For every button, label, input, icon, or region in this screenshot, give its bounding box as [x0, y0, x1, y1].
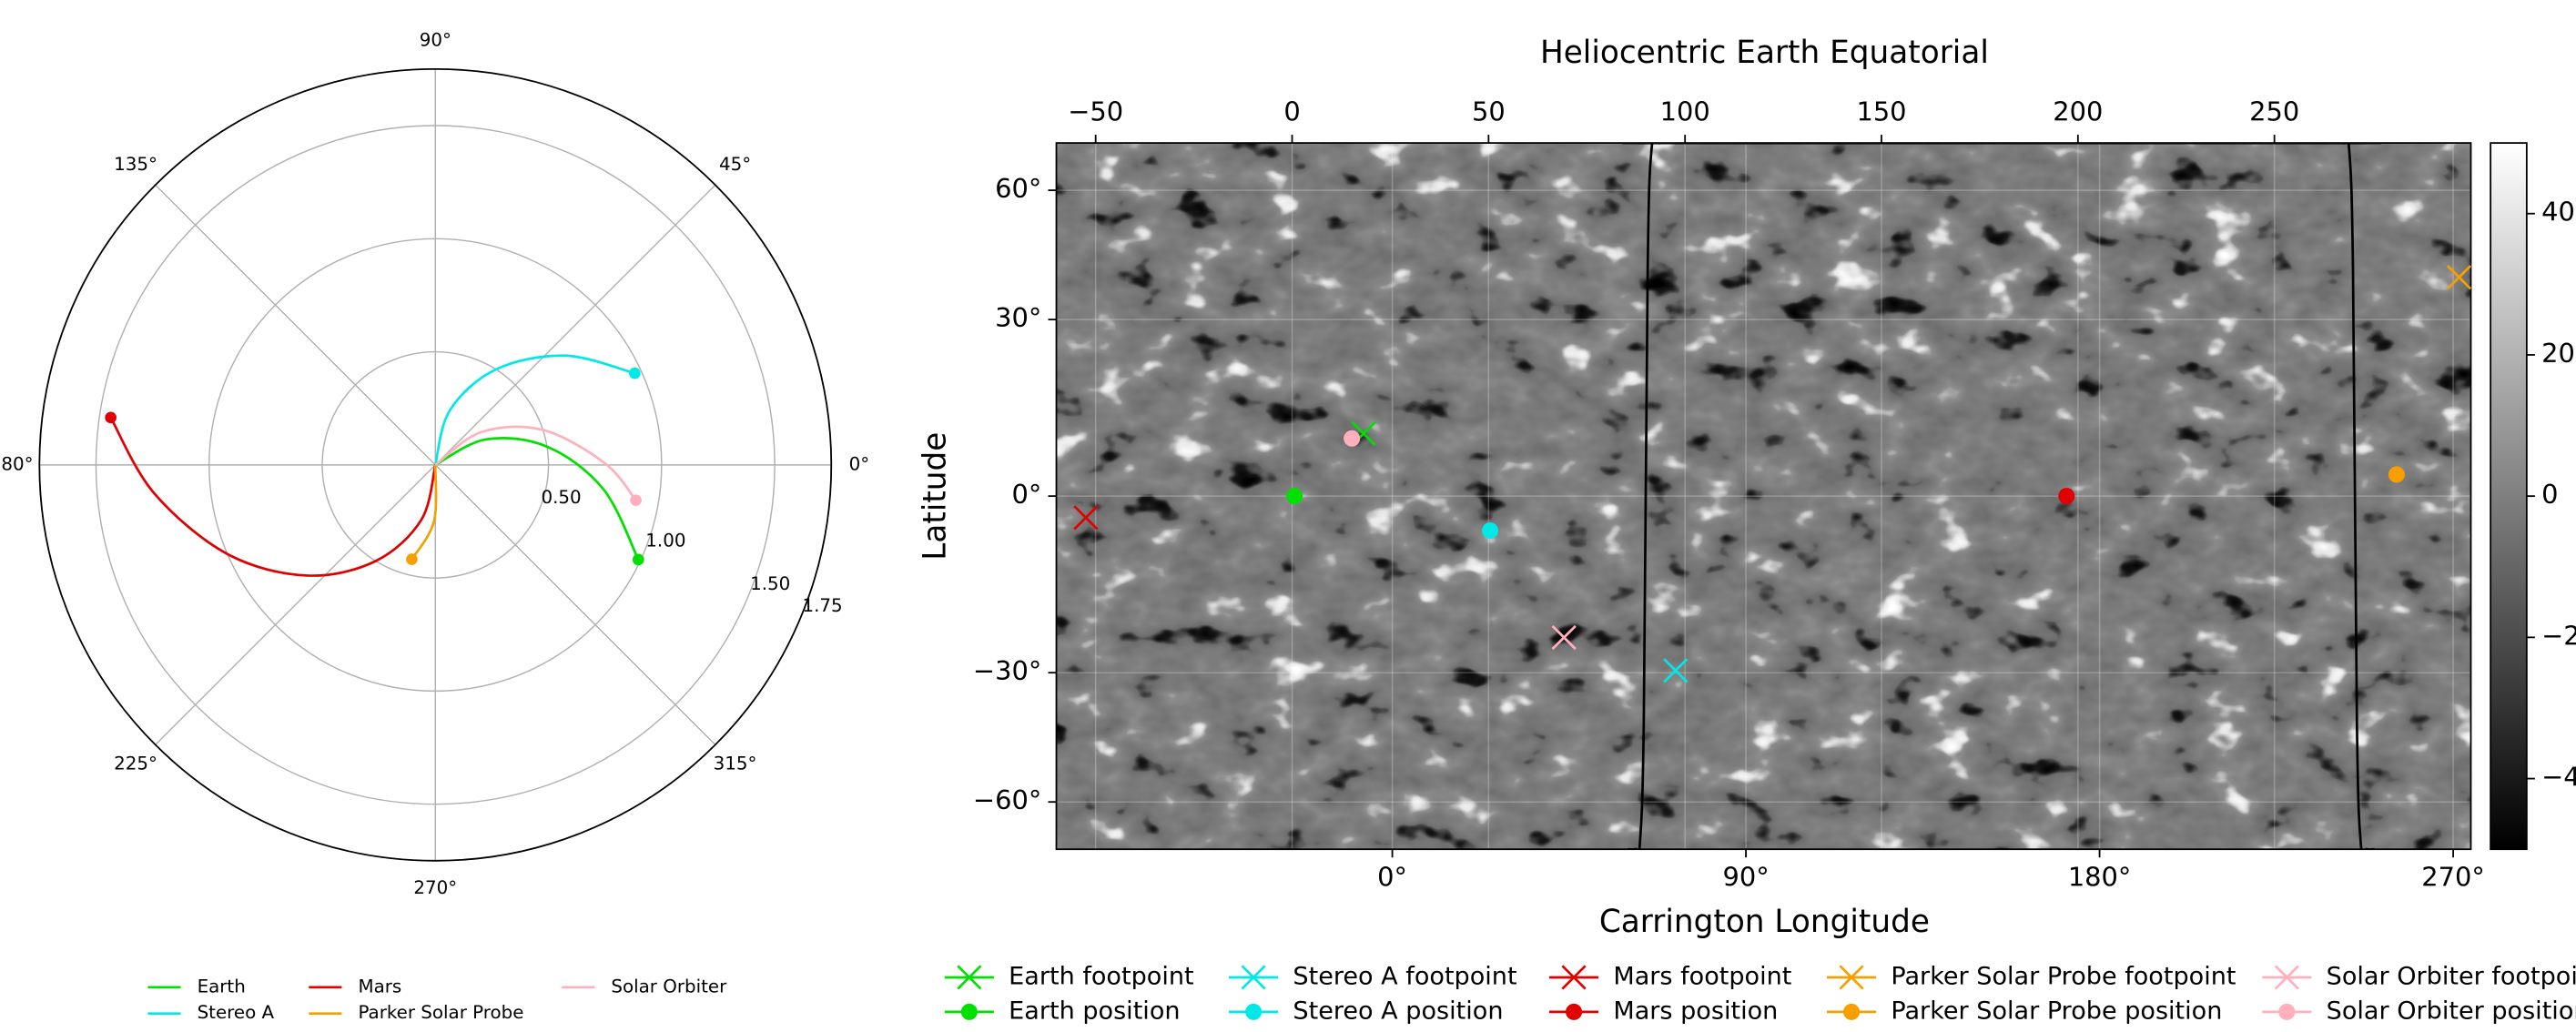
position-dot: [629, 368, 641, 379]
position-dot: [105, 412, 117, 424]
position-marker: [1482, 522, 1498, 539]
spiral-line: [435, 438, 638, 559]
legend-label: Parker Solar Probe footpoint: [1891, 962, 2236, 990]
legend-label: Earth position: [1009, 997, 1180, 1025]
position-dot: [633, 554, 644, 566]
colorbar-tick-label: 20: [2541, 338, 2575, 369]
theta-tick-label: 0°: [849, 453, 870, 474]
y-tick-label: 60°: [995, 173, 1041, 204]
grid-spoke: [156, 465, 436, 745]
theta-tick-label: 90°: [420, 30, 451, 51]
r-tick-label: 1.00: [645, 531, 685, 551]
figure: 0.501.001.501.750°45°90°135°180°225°270°…: [0, 0, 2576, 1028]
theta-tick-label: 270°: [413, 877, 457, 898]
x2-tick-label: −50: [1068, 96, 1123, 127]
grid-spoke: [435, 185, 715, 465]
spiral-line: [111, 418, 436, 576]
legend-label: Mars footpoint: [1613, 962, 1791, 990]
y-tick-label: 30°: [995, 302, 1041, 333]
x2-tick-label: 100: [1660, 96, 1710, 127]
position-marker: [2058, 488, 2074, 504]
legend-label: Mars: [358, 976, 401, 997]
x-axis-label: Carrington Longitude: [1599, 904, 1930, 940]
legend-label: Stereo A position: [1293, 997, 1503, 1025]
y-axis-label: Latitude: [917, 432, 953, 561]
legend-label: Mars position: [1613, 997, 1778, 1025]
x-tick-label: 0°: [1377, 862, 1407, 893]
legend-label: Earth: [198, 976, 246, 997]
position-marker: [1344, 430, 1360, 447]
r-tick-label: 0.50: [541, 487, 581, 508]
theta-tick-label: 135°: [114, 154, 157, 175]
x-tick-label: 270°: [2421, 862, 2485, 893]
legend-label: Stereo A: [198, 1002, 275, 1023]
legend-marker: [1566, 1004, 1582, 1020]
theta-tick-label: 45°: [719, 154, 751, 175]
legend-label: Solar Orbiter footpoint: [2327, 962, 2576, 990]
colorbar-tick-label: −20: [2541, 620, 2576, 651]
legend-marker: [2278, 1004, 2295, 1020]
colorbar-tick-label: 40: [2541, 197, 2575, 228]
position-marker: [2388, 466, 2405, 482]
legend-marker: [961, 1004, 978, 1020]
legend-label: Parker Solar Probe position: [1891, 997, 2222, 1025]
y-tick-label: −60°: [973, 784, 1041, 815]
x2-tick-label: 150: [1856, 96, 1906, 127]
colorbar-tick-label: −40: [2541, 762, 2576, 793]
legend-label: Earth footpoint: [1009, 962, 1193, 990]
legend-label: Solar Orbiter: [611, 976, 727, 997]
grid-spoke: [156, 185, 436, 465]
map-chart: Heliocentric Earth Equatorial Carrington…: [917, 35, 2576, 1025]
x-tick-label: 180°: [2068, 862, 2132, 893]
position-dot: [630, 494, 642, 506]
position-marker: [1286, 488, 1303, 504]
x2-tick-label: 0: [1283, 96, 1300, 127]
theta-tick-label: 180°: [0, 453, 34, 474]
colorbar: [2490, 143, 2527, 849]
theta-tick-label: 315°: [714, 754, 757, 774]
x2-tick-label: 50: [1472, 96, 1506, 127]
r-tick-label: 1.50: [750, 573, 790, 594]
y-tick-label: −30°: [973, 655, 1041, 686]
legend-marker: [1843, 1004, 1860, 1020]
y-tick-label: 0°: [1011, 479, 1041, 510]
polar-chart: 0.501.001.501.750°45°90°135°180°225°270°…: [0, 30, 869, 1023]
spiral-line: [435, 427, 635, 501]
x2-tick-label: 200: [2053, 96, 2103, 127]
colorbar-tick-label: 0: [2541, 479, 2558, 510]
legend-marker: [1245, 1004, 1262, 1020]
legend-label: Solar Orbiter position: [2327, 997, 2576, 1025]
chart-title: Heliocentric Earth Equatorial: [1540, 35, 1989, 71]
position-dot: [406, 553, 418, 565]
x-tick-label: 90°: [1723, 862, 1770, 893]
legend-label: Stereo A footpoint: [1293, 962, 1516, 990]
theta-tick-label: 225°: [114, 754, 157, 774]
x2-tick-label: 250: [2249, 96, 2299, 127]
legend-label: Parker Solar Probe: [358, 1002, 523, 1023]
